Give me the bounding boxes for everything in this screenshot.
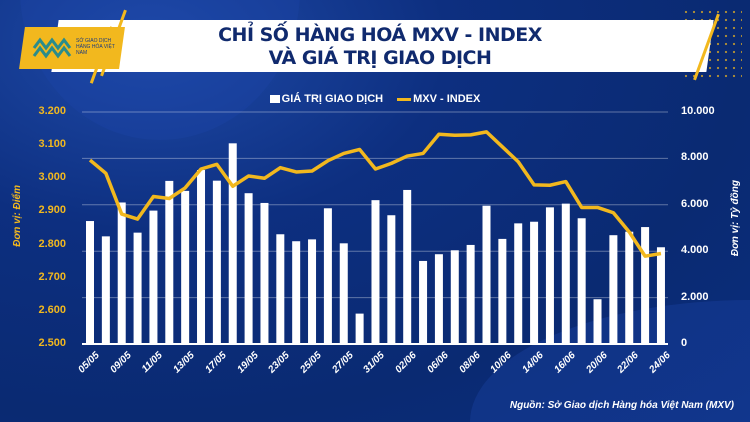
left-axis-tick: 3.100 [38,138,66,151]
source-note: Nguồn: Sở Giao dịch Hàng hóa Việt Nam (M… [509,400,734,411]
bar [244,193,253,344]
left-axis-tick: 2.800 [38,237,66,250]
right-axis-tick: 6.000 [681,197,709,210]
right-axis-tick: 4.000 [681,244,709,257]
left-axis-tick: 2.900 [38,204,66,217]
left-axis-tick: 3.000 [38,171,66,184]
legend-swatch-line [397,97,412,101]
legend-label-bar: GIÁ TRỊ GIAO DỊCH [281,93,384,106]
right-axis-tick: 2.000 [681,290,709,303]
bar [577,218,586,344]
bar [292,241,301,344]
bar [419,260,428,344]
bar [260,202,269,344]
bar [514,223,523,344]
bar [434,254,443,344]
legend-swatch-bar [269,95,280,104]
left-axis-tick: 3.200 [38,105,66,117]
bar [212,180,221,344]
bar [86,221,94,344]
bar [545,207,554,344]
bar [482,205,491,344]
bar [609,235,618,344]
bar [197,170,206,344]
logo-text: SỞ GIAO DỊCH HÀNG HÓA VIỆT NAM [76,38,115,56]
bar [450,250,459,344]
bar [117,202,126,344]
bar [403,189,412,344]
bar [308,239,317,344]
legend: GIÁ TRỊ GIAO DỊCH MXV - INDEX [0,93,750,105]
bar [498,238,507,344]
right-axis-tick: 10.000 [681,105,715,117]
bar [593,299,602,344]
logo-icon [32,37,72,59]
bar [228,143,237,344]
title-line-1: CHỈ SỐ HÀNG HOÁ MXV - INDEX [218,24,542,46]
bar [165,180,174,344]
legend-label-line: MXV - INDEX [413,93,481,106]
left-axis-tick: 2.600 [38,303,66,316]
bar [371,200,380,344]
bar [561,203,570,344]
bar [355,313,364,344]
bar [641,227,650,344]
left-axis-tick: 2.700 [38,270,66,283]
bar [530,221,539,344]
bar [181,190,190,344]
left-axis-tick: 2.500 [38,337,66,349]
bar [323,208,332,344]
bar [133,232,142,344]
bar [656,247,665,344]
page-title: CHỈ SỐ HÀNG HOÁ MXV - INDEX VÀ GIÁ TRỊ G… [160,24,600,70]
title-line-2: VÀ GIÁ TRỊ GIAO DỊCH [268,47,492,69]
bar [149,210,158,344]
bar [625,231,634,344]
bar [466,244,475,344]
bar [387,215,396,344]
bar [276,234,285,344]
bar [101,236,110,344]
right-axis-tick: 0 [681,337,688,349]
right-axis-tick: 8.000 [681,151,709,164]
bar [339,243,348,344]
